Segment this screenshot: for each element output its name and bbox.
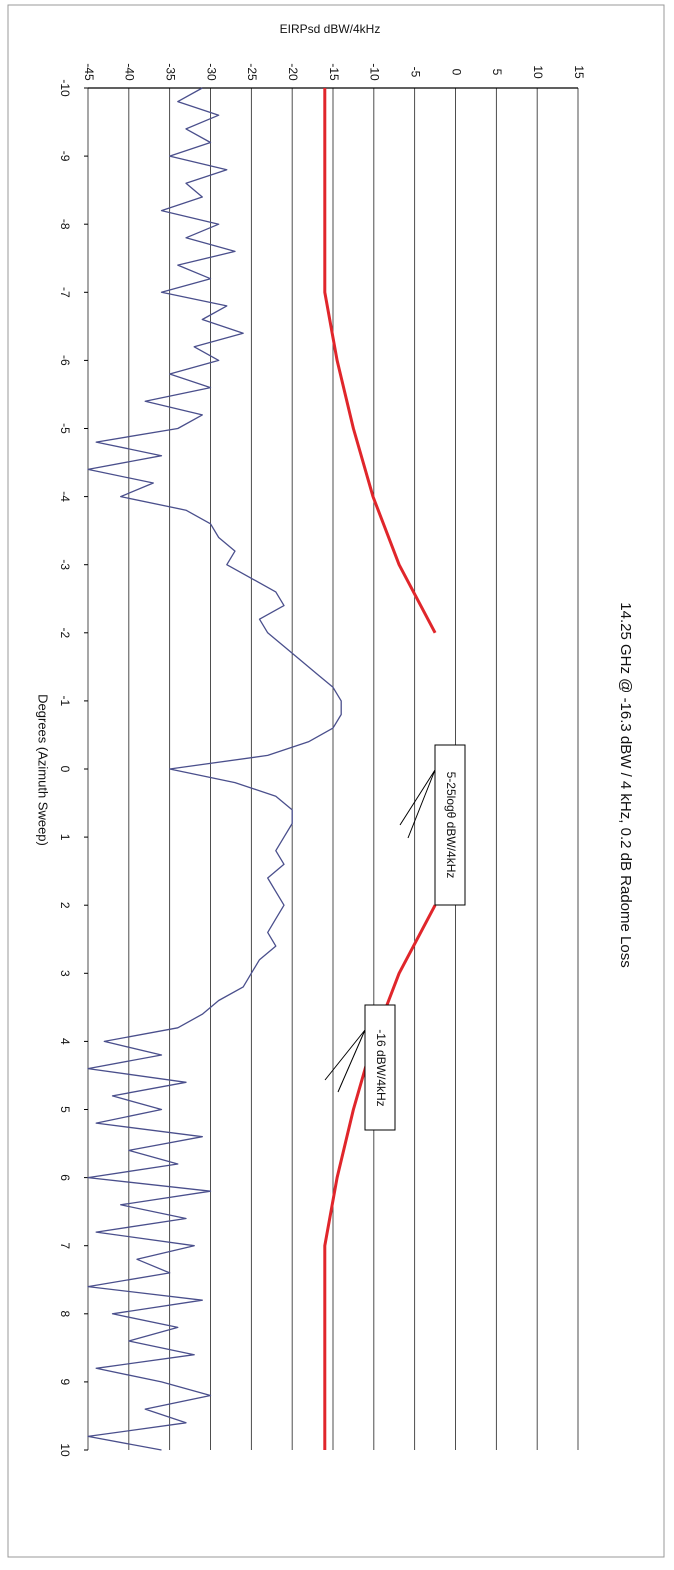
x-tick-label: -10 (58, 79, 72, 97)
x-tick-label: 4 (58, 1038, 72, 1045)
x-tick-label: 7 (58, 1242, 72, 1249)
y-tick-label: 5 (490, 69, 504, 76)
y-tick-label: -20 (286, 63, 300, 81)
x-tick-label: 5 (58, 1106, 72, 1113)
frame (7, 4, 665, 1558)
x-tick-label: -7 (58, 287, 72, 298)
x-tick-label: -6 (58, 355, 72, 366)
annotation-text: -16 dBW/4kHz (374, 1029, 388, 1106)
x-tick-label: -2 (58, 627, 72, 638)
y-tick-label: -10 (368, 63, 382, 81)
x-tick-label: -9 (58, 151, 72, 162)
y-tick-label: -35 (163, 63, 177, 81)
data-line (323, 88, 437, 1450)
x-tick-label: -1 (58, 696, 72, 707)
x-tick-label: 2 (58, 902, 72, 909)
annotation-text: 5-25logθ dBW/4kHz (444, 772, 458, 879)
x-tick-label: 0 (58, 766, 72, 773)
chart-title: 14.25 GHz @ -16.3 dBW / 4 kHz, 0.2 dB Ra… (617, 602, 634, 967)
x-tick-label: 3 (58, 970, 72, 977)
x-tick-label: -8 (58, 219, 72, 230)
data-line (87, 87, 342, 1451)
x-tick-label: -5 (58, 423, 72, 434)
x-tick-label: 6 (58, 1174, 72, 1181)
x-tick-label: 9 (58, 1379, 72, 1386)
y-axis-label: EIRPsd dBW/4kHz (280, 22, 381, 36)
annotation: 5-25logθ dBW/4kHz (399, 744, 466, 906)
y-tick-label: 15 (572, 65, 586, 79)
annotation: -16 dBW/4kHz (324, 1004, 396, 1131)
y-tick-label: 0 (449, 69, 463, 76)
x-tick-label: -3 (58, 559, 72, 570)
x-tick-label: -4 (58, 491, 72, 502)
y-tick-label: -30 (204, 63, 218, 81)
x-tick-label: 8 (58, 1310, 72, 1317)
y-tick-label: -40 (123, 63, 137, 81)
y-tick-label: -15 (327, 63, 341, 81)
y-tick-label: -5 (408, 67, 422, 78)
y-tick-label: 10 (531, 65, 545, 79)
y-tick-label: -25 (245, 63, 259, 81)
y-tick-label: -45 (82, 63, 96, 81)
x-axis-label: Degrees (Azimuth Sweep) (36, 694, 51, 846)
x-tick-label: 10 (58, 1443, 72, 1457)
x-tick-label: 1 (58, 834, 72, 841)
